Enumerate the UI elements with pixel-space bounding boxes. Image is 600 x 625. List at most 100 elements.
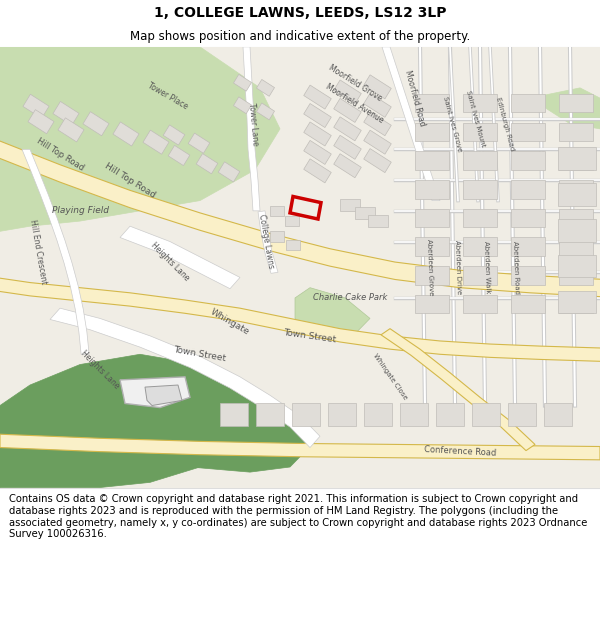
Polygon shape [364, 75, 391, 99]
Polygon shape [415, 151, 449, 170]
Polygon shape [0, 47, 280, 231]
Text: Moorfield Grove: Moorfield Grove [327, 62, 383, 102]
Polygon shape [558, 148, 596, 170]
Polygon shape [233, 74, 251, 91]
Polygon shape [120, 395, 310, 472]
Polygon shape [304, 122, 331, 146]
Polygon shape [558, 219, 596, 242]
Text: Whingate Close: Whingate Close [372, 352, 408, 401]
Polygon shape [83, 112, 109, 136]
Polygon shape [415, 266, 449, 284]
Polygon shape [218, 162, 240, 182]
Polygon shape [511, 266, 545, 284]
Polygon shape [415, 238, 449, 256]
Polygon shape [558, 291, 596, 313]
Polygon shape [270, 231, 284, 242]
Polygon shape [53, 101, 79, 126]
Polygon shape [292, 404, 320, 426]
Polygon shape [334, 117, 361, 141]
Polygon shape [188, 133, 210, 153]
Polygon shape [355, 207, 375, 219]
Text: Hill End Crescent: Hill End Crescent [28, 219, 48, 285]
Polygon shape [559, 295, 593, 313]
Text: Aberdeen Walk: Aberdeen Walk [483, 241, 491, 294]
Polygon shape [0, 139, 600, 297]
Polygon shape [559, 180, 593, 199]
Polygon shape [113, 122, 139, 146]
Polygon shape [304, 141, 331, 164]
Polygon shape [58, 118, 84, 142]
Polygon shape [463, 238, 497, 256]
Polygon shape [415, 122, 449, 141]
Polygon shape [364, 112, 391, 136]
Polygon shape [544, 404, 572, 426]
Polygon shape [120, 226, 240, 289]
Polygon shape [340, 199, 360, 211]
Polygon shape [364, 93, 391, 118]
Polygon shape [364, 130, 391, 154]
Polygon shape [558, 183, 596, 206]
Polygon shape [285, 216, 299, 226]
Polygon shape [334, 154, 361, 178]
Polygon shape [463, 180, 497, 199]
Polygon shape [334, 135, 361, 159]
Polygon shape [559, 266, 593, 284]
Polygon shape [28, 109, 54, 134]
Polygon shape [304, 85, 331, 109]
Polygon shape [243, 47, 260, 211]
Polygon shape [559, 122, 593, 141]
Polygon shape [472, 404, 500, 426]
Polygon shape [304, 159, 331, 183]
Polygon shape [328, 404, 356, 426]
Polygon shape [511, 209, 545, 227]
Polygon shape [382, 47, 440, 201]
Text: Whingate: Whingate [209, 307, 251, 336]
Text: Aberdeen Road: Aberdeen Road [512, 241, 520, 294]
Polygon shape [463, 295, 497, 313]
Text: Hill Top Road: Hill Top Road [35, 136, 85, 172]
Text: Charlie Cake Park: Charlie Cake Park [313, 293, 387, 302]
Text: Edinburgh Road: Edinburgh Road [495, 96, 515, 151]
Text: College Lawns: College Lawns [257, 214, 275, 269]
Polygon shape [50, 308, 320, 448]
Polygon shape [381, 329, 535, 451]
Polygon shape [0, 47, 600, 488]
Polygon shape [511, 295, 545, 313]
Polygon shape [436, 404, 464, 426]
Polygon shape [286, 239, 300, 250]
Polygon shape [304, 104, 331, 127]
Polygon shape [233, 97, 251, 114]
Polygon shape [530, 88, 600, 129]
Polygon shape [364, 404, 392, 426]
Polygon shape [256, 79, 275, 96]
Text: Tower Place: Tower Place [146, 81, 190, 111]
Polygon shape [334, 80, 361, 104]
Polygon shape [168, 146, 190, 166]
Text: Saint Ives Grove: Saint Ives Grove [442, 96, 462, 152]
Polygon shape [559, 238, 593, 256]
Text: Tower Lane: Tower Lane [247, 102, 259, 146]
Polygon shape [415, 180, 449, 199]
Text: Conference Road: Conference Road [424, 445, 496, 458]
Polygon shape [559, 151, 593, 170]
Text: Aberdeen Grove: Aberdeen Grove [426, 239, 434, 296]
Polygon shape [295, 288, 370, 339]
Polygon shape [463, 94, 497, 112]
Text: Heights Lane: Heights Lane [149, 241, 191, 283]
Text: Playing Field: Playing Field [52, 206, 109, 216]
Text: Moorfield Avenue: Moorfield Avenue [325, 82, 386, 124]
Polygon shape [270, 206, 284, 216]
Text: Town Street: Town Street [173, 345, 227, 363]
Polygon shape [463, 266, 497, 284]
Polygon shape [508, 404, 536, 426]
Polygon shape [0, 278, 600, 361]
Polygon shape [143, 130, 169, 154]
Text: Map shows position and indicative extent of the property.: Map shows position and indicative extent… [130, 30, 470, 43]
Text: Aberdeen Drive: Aberdeen Drive [454, 240, 462, 294]
Polygon shape [334, 98, 361, 122]
Polygon shape [511, 180, 545, 199]
Polygon shape [511, 238, 545, 256]
Polygon shape [559, 209, 593, 227]
Polygon shape [22, 149, 89, 354]
Text: Hill Top Road: Hill Top Road [103, 161, 157, 199]
